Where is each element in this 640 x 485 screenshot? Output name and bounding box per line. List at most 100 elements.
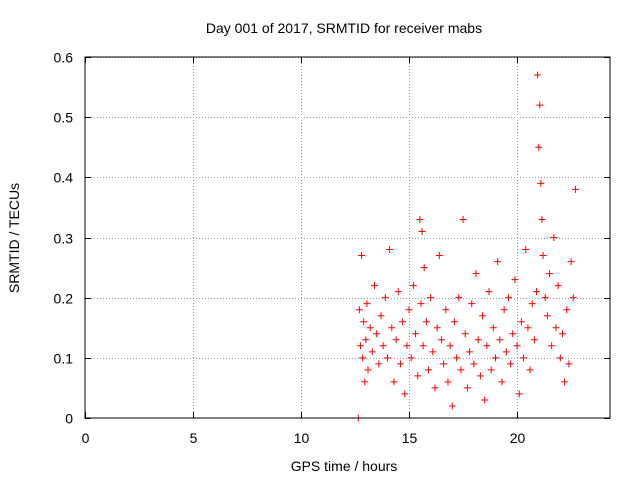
data-point <box>517 318 525 326</box>
data-point <box>498 378 506 386</box>
x-tick-label: 20 <box>510 430 526 446</box>
data-point <box>386 246 394 254</box>
data-point <box>563 306 571 314</box>
data-points <box>354 71 579 422</box>
x-tick-label: 5 <box>190 430 198 446</box>
data-point <box>368 348 376 356</box>
x-tick-label: 10 <box>294 430 310 446</box>
data-point <box>474 336 482 344</box>
data-point <box>388 324 396 332</box>
data-point <box>483 342 491 350</box>
data-point <box>383 354 391 362</box>
data-point <box>533 288 541 296</box>
data-point <box>502 348 510 356</box>
data-point <box>520 354 528 362</box>
data-point <box>565 360 573 368</box>
data-point <box>450 318 458 326</box>
data-point <box>373 330 381 338</box>
data-point <box>507 360 515 368</box>
data-point <box>561 378 569 386</box>
y-tick-label: 0.5 <box>54 110 74 126</box>
data-point <box>457 366 465 374</box>
data-point <box>455 294 463 302</box>
plot-frame <box>84 56 611 419</box>
data-point <box>539 252 547 260</box>
data-point <box>558 330 566 338</box>
data-point <box>463 384 471 392</box>
data-point <box>541 294 549 302</box>
data-point <box>419 342 427 350</box>
data-point <box>420 264 428 272</box>
data-point <box>437 336 445 344</box>
data-point <box>548 342 556 350</box>
data-point <box>362 336 370 344</box>
data-point <box>567 258 575 266</box>
data-point <box>442 306 450 314</box>
data-point <box>427 294 435 302</box>
data-point <box>535 143 543 151</box>
data-point <box>409 282 417 290</box>
chart-title: Day 001 of 2017, SRMTID for receiver mab… <box>206 20 482 36</box>
data-point <box>552 324 560 332</box>
data-point <box>536 101 544 109</box>
data-point <box>554 282 562 290</box>
data-point <box>538 215 546 223</box>
grid-lines <box>85 57 610 418</box>
data-point <box>363 300 371 308</box>
data-point <box>401 390 409 398</box>
data-point <box>381 294 389 302</box>
data-point <box>446 342 454 350</box>
data-point <box>500 306 508 314</box>
data-point <box>496 336 504 344</box>
data-point <box>571 185 579 193</box>
data-point <box>366 324 374 332</box>
data-point <box>528 300 536 308</box>
data-point <box>556 354 564 362</box>
data-point <box>433 324 441 332</box>
data-point <box>524 324 532 332</box>
y-tick-label: 0.1 <box>54 351 74 367</box>
data-point <box>390 378 398 386</box>
data-point <box>530 336 538 344</box>
data-point <box>396 360 404 368</box>
data-point <box>461 330 469 338</box>
data-point <box>476 372 484 380</box>
data-point <box>448 402 456 410</box>
data-point <box>407 354 415 362</box>
data-point <box>511 276 519 284</box>
data-point <box>543 312 551 320</box>
data-point <box>364 366 372 374</box>
x-tick-label: 0 <box>82 430 90 446</box>
data-point <box>359 354 367 362</box>
data-point <box>429 348 437 356</box>
data-point <box>470 360 478 368</box>
data-point <box>491 354 499 362</box>
x-tick-label: 15 <box>402 430 418 446</box>
data-point <box>422 318 430 326</box>
data-point <box>526 366 534 374</box>
y-tick-label: 0.6 <box>54 50 74 66</box>
data-point <box>569 294 577 302</box>
data-point <box>509 330 517 338</box>
data-point <box>537 179 545 187</box>
data-point <box>371 282 379 290</box>
data-point <box>440 360 448 368</box>
data-point <box>515 390 523 398</box>
y-tick-label: 0.2 <box>54 291 74 307</box>
data-point <box>431 384 439 392</box>
data-point <box>487 366 495 374</box>
data-point <box>375 360 383 368</box>
data-point <box>546 270 554 278</box>
data-point <box>418 227 426 235</box>
axis-ticks: 0 0.1 0.2 0.3 0.4 0.5 0.6 0 5 10 15 20 <box>54 50 610 446</box>
data-point <box>399 318 407 326</box>
data-point <box>394 288 402 296</box>
data-point <box>513 342 521 350</box>
data-point <box>417 300 425 308</box>
data-point <box>550 234 558 241</box>
data-point <box>405 306 413 314</box>
data-point <box>361 378 369 386</box>
y-tick-label: 0.4 <box>54 170 74 186</box>
